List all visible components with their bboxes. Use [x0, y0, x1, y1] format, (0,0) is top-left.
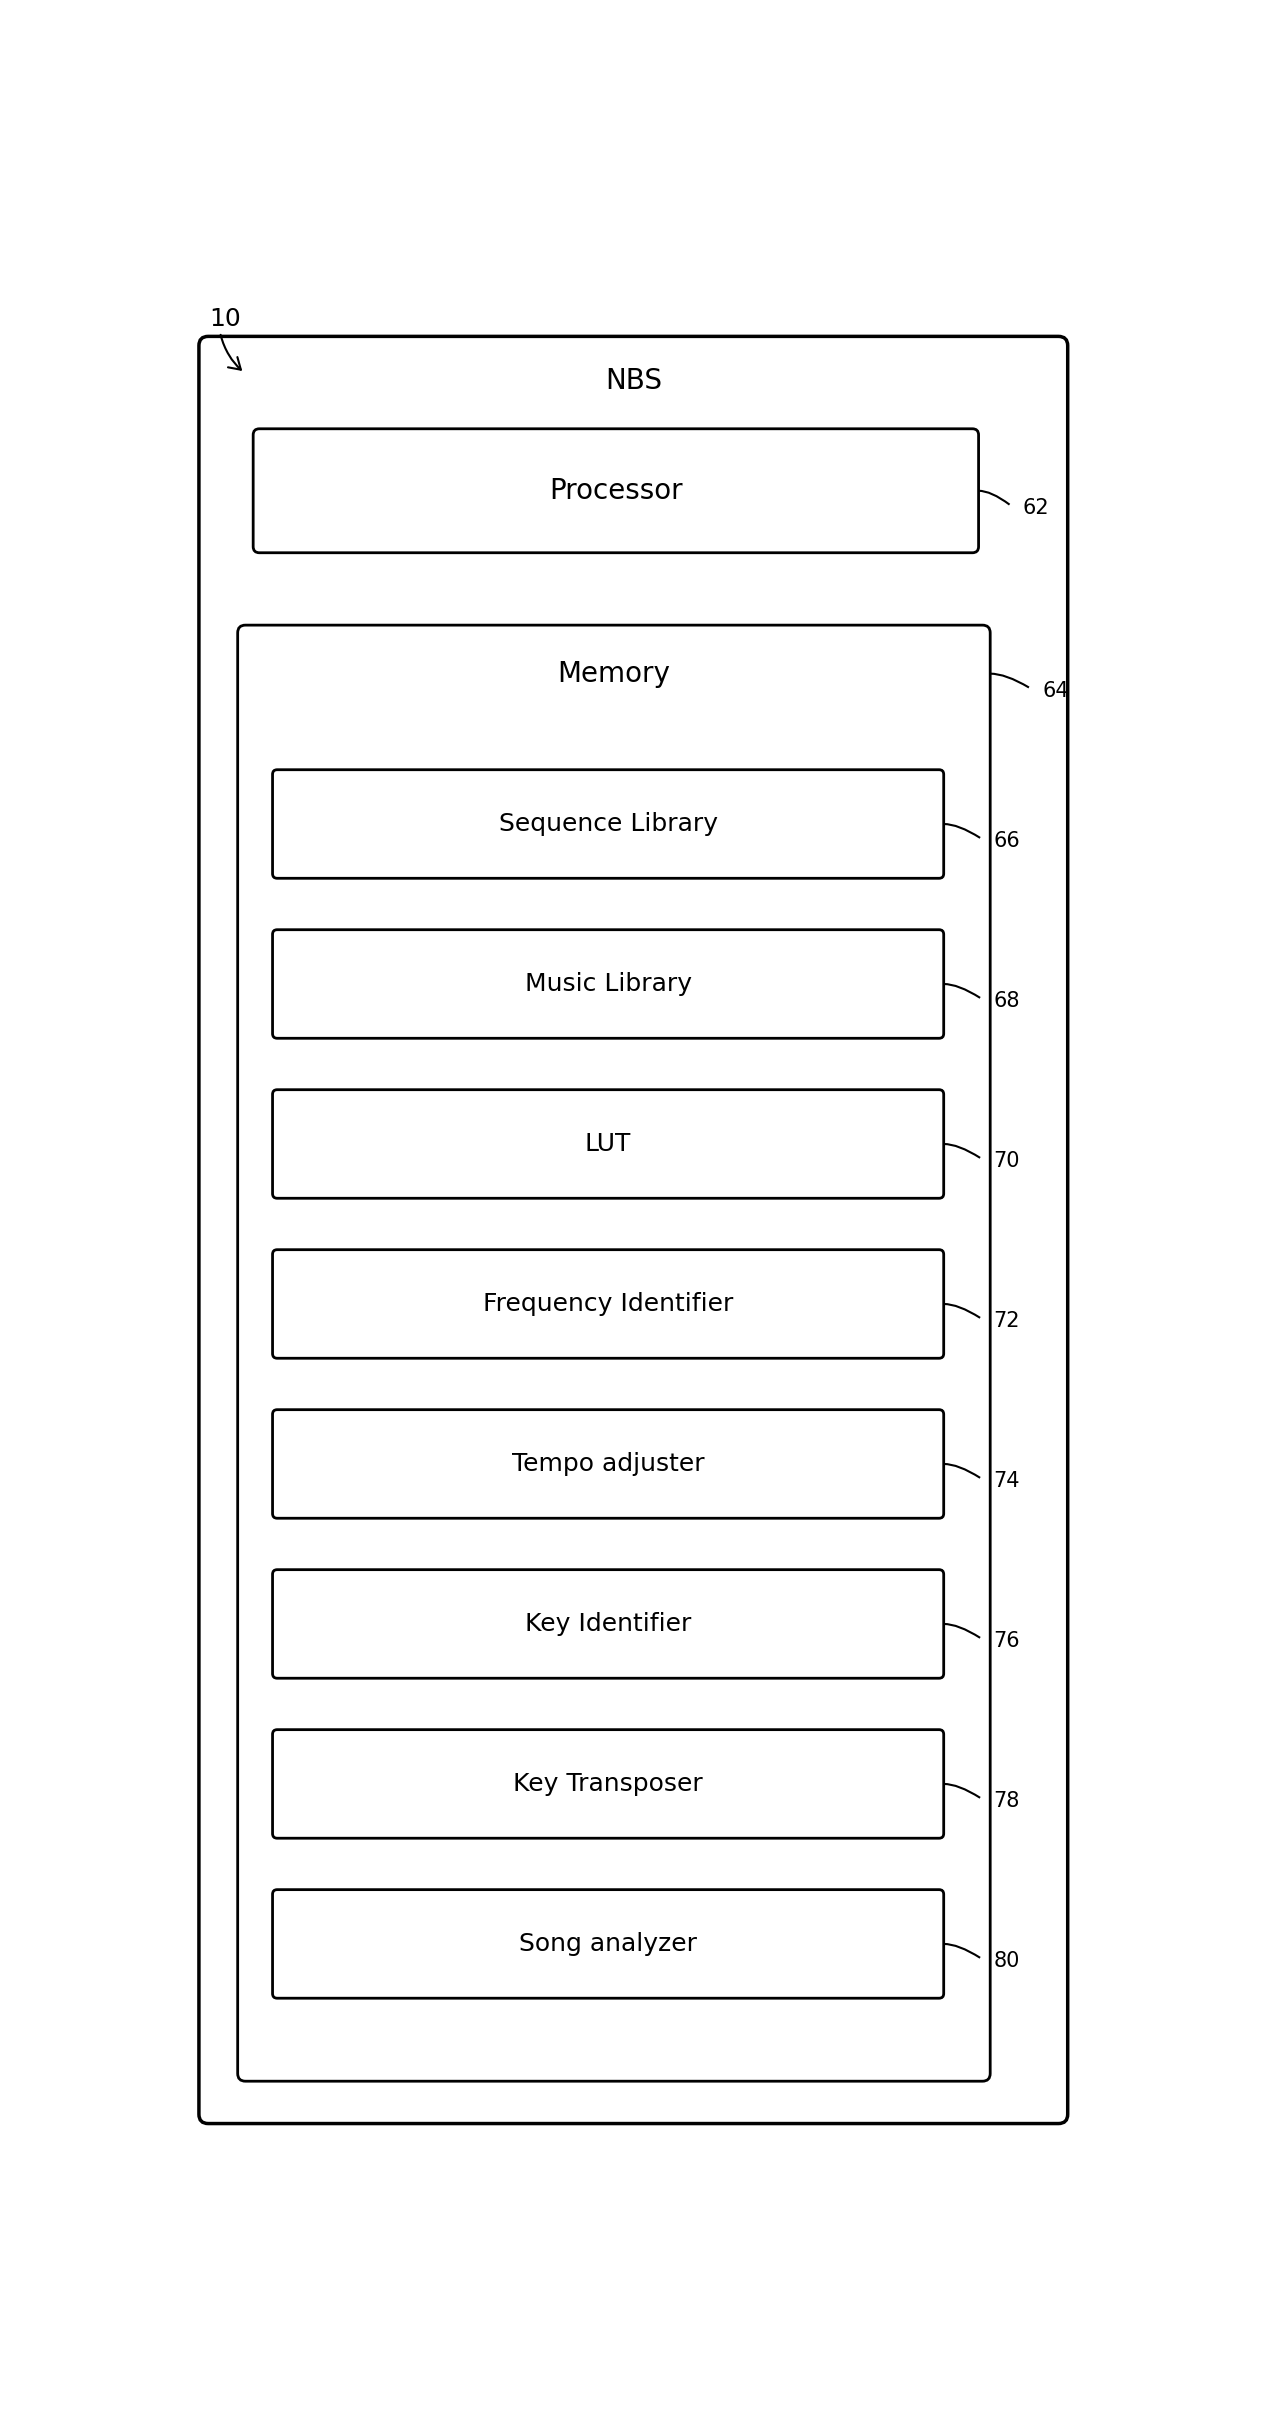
Text: 74: 74: [994, 1471, 1020, 1490]
FancyBboxPatch shape: [273, 771, 944, 878]
Text: 10: 10: [209, 306, 241, 331]
FancyArrowPatch shape: [221, 335, 241, 370]
FancyBboxPatch shape: [254, 428, 978, 552]
Text: 68: 68: [994, 992, 1020, 1011]
Text: 70: 70: [994, 1150, 1020, 1172]
Text: Music Library: Music Library: [524, 972, 692, 997]
Text: 72: 72: [994, 1310, 1020, 1330]
Text: 76: 76: [994, 1631, 1020, 1651]
Text: Processor: Processor: [549, 476, 683, 506]
Text: LUT: LUT: [585, 1133, 631, 1157]
FancyBboxPatch shape: [273, 1250, 944, 1359]
FancyBboxPatch shape: [273, 1889, 944, 1998]
FancyBboxPatch shape: [273, 1410, 944, 1519]
FancyBboxPatch shape: [273, 1570, 944, 1677]
Text: Key Transposer: Key Transposer: [513, 1772, 703, 1797]
FancyBboxPatch shape: [273, 1728, 944, 1838]
FancyBboxPatch shape: [273, 929, 944, 1038]
Text: 66: 66: [994, 831, 1020, 851]
Text: 80: 80: [994, 1950, 1020, 1972]
FancyBboxPatch shape: [199, 335, 1067, 2125]
Text: NBS: NBS: [605, 367, 662, 396]
Text: Song analyzer: Song analyzer: [519, 1933, 697, 1957]
Text: Frequency Identifier: Frequency Identifier: [483, 1291, 733, 1315]
Text: Key Identifier: Key Identifier: [525, 1612, 692, 1636]
Text: Memory: Memory: [557, 659, 670, 688]
Text: 62: 62: [1023, 498, 1049, 518]
Text: Tempo adjuster: Tempo adjuster: [511, 1451, 704, 1476]
Text: 64: 64: [1042, 681, 1068, 700]
FancyBboxPatch shape: [273, 1089, 944, 1198]
Text: Sequence Library: Sequence Library: [499, 812, 718, 836]
Text: 78: 78: [994, 1792, 1020, 1811]
FancyBboxPatch shape: [237, 625, 990, 2081]
